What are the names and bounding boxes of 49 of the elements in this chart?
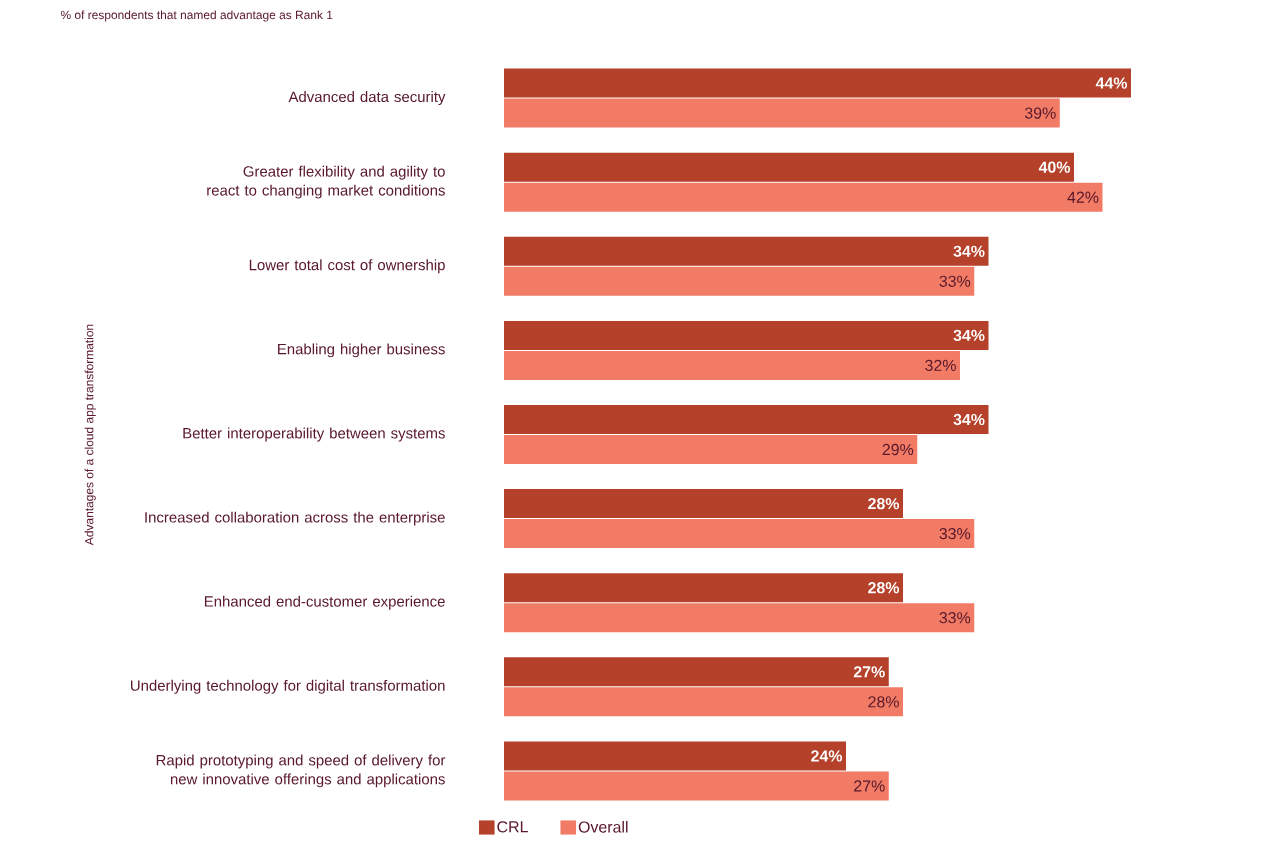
data-label: 27% <box>854 780 885 792</box>
data-label: 34% <box>953 413 985 426</box>
y-tick-label: Greater flexibility and agility to react to changing market conditions <box>207 165 445 199</box>
data-label: 33% <box>939 275 971 287</box>
y-tick-label: Lower total cost of ownership <box>249 259 445 274</box>
y-tick-label: Rapid prototyping and speed of delivery for new innovative offerings and applications <box>156 754 446 788</box>
y-tick-label: Enabling higher business <box>278 343 445 358</box>
bar <box>504 152 1075 182</box>
bar <box>504 98 1060 128</box>
bar <box>504 68 1132 98</box>
bar <box>504 657 889 687</box>
data-label: 33% <box>939 612 971 624</box>
data-label: 44% <box>1095 77 1128 89</box>
data-label: 42% <box>1067 191 1099 203</box>
bar <box>504 603 975 633</box>
bar <box>504 687 904 717</box>
bar <box>504 350 961 380</box>
bar <box>504 320 989 350</box>
data-label: 29% <box>882 443 914 456</box>
bar <box>504 771 889 801</box>
legend-label: CRL <box>497 821 528 833</box>
bar <box>504 266 975 296</box>
bar <box>504 236 989 266</box>
data-label: 24% <box>811 750 843 762</box>
data-label: 28% <box>868 497 900 510</box>
data-label: 34% <box>953 245 985 257</box>
bar <box>504 519 975 549</box>
y-tick-label: Enhanced end-customer experience <box>204 595 445 610</box>
y-tick-label: Better interoperability between systems <box>183 427 445 442</box>
bar <box>504 182 1103 212</box>
data-label: 27% <box>853 666 885 678</box>
data-label: 40% <box>1038 161 1071 173</box>
data-label: 28% <box>868 696 899 708</box>
data-label: 28% <box>868 582 900 594</box>
data-label: 34% <box>953 329 985 342</box>
data-label: 39% <box>1024 107 1056 119</box>
y-tick-label: Increased collaboration across the enterprise <box>145 511 445 526</box>
y-tick-label: Underlying technology for digital transformation <box>131 679 445 694</box>
bar <box>504 489 904 519</box>
data-label: 33% <box>939 527 971 540</box>
bar <box>504 405 989 434</box>
bar <box>504 573 904 603</box>
bar <box>504 741 847 771</box>
bar <box>504 435 918 464</box>
y-tick-label: Advanced data security <box>288 91 446 106</box>
legend-label: Overall <box>578 820 628 833</box>
text: % of respondents that named advantage as Rank 1 <box>60 10 333 22</box>
y-axis-title: Advantages of a cloud app transformation <box>84 324 96 546</box>
data-label: 32% <box>925 359 956 372</box>
